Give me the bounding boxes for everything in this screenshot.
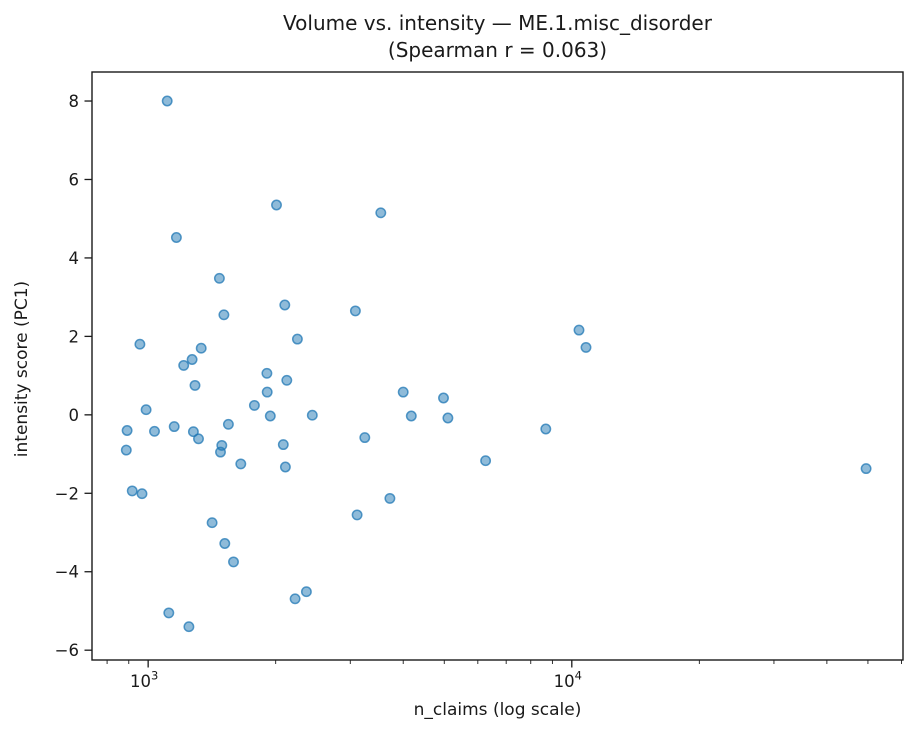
scatter-point bbox=[277, 439, 289, 451]
y-tick-label: −4 bbox=[55, 563, 79, 582]
x-tick-label: 104 bbox=[554, 669, 582, 692]
scatter-point bbox=[405, 410, 417, 422]
scatter-point bbox=[161, 95, 173, 107]
scatter-point bbox=[218, 309, 230, 321]
scatter-point bbox=[219, 538, 231, 549]
scatter-point bbox=[281, 374, 293, 386]
scatter-point bbox=[271, 199, 282, 211]
scatter-point bbox=[187, 426, 199, 438]
chart-subtitle: (Spearman r = 0.063) bbox=[387, 38, 608, 62]
x-tick-label: 103 bbox=[130, 669, 158, 692]
scatter-point bbox=[136, 488, 148, 500]
y-tick-label: 4 bbox=[69, 249, 80, 268]
scatter-point bbox=[178, 359, 190, 371]
scatter-point bbox=[279, 461, 291, 473]
scatter-point bbox=[140, 404, 152, 416]
scatter-point bbox=[359, 432, 371, 444]
scatter-point bbox=[349, 305, 361, 317]
scatter-point bbox=[264, 410, 276, 422]
scatter-point bbox=[261, 367, 273, 379]
scatter-point bbox=[183, 621, 195, 633]
scatter-point bbox=[163, 607, 175, 619]
scatter-point bbox=[168, 421, 180, 433]
scatter-point bbox=[186, 354, 198, 365]
scatter-point bbox=[213, 272, 225, 284]
y-tick-label: −2 bbox=[55, 484, 79, 503]
y-tick-label: 2 bbox=[69, 327, 80, 346]
scatter-point bbox=[149, 425, 160, 437]
scatter-point bbox=[289, 593, 301, 605]
scatter-point bbox=[121, 425, 133, 436]
chart-title-block: Volume vs. intensity — ME.1.misc_disorde… bbox=[92, 10, 903, 64]
scatter-point bbox=[170, 232, 182, 243]
scatter-point bbox=[134, 338, 146, 350]
scatter-point bbox=[193, 433, 204, 445]
scatter-point bbox=[291, 333, 303, 345]
scatter-point bbox=[580, 341, 592, 353]
scatter-point bbox=[195, 342, 207, 354]
scatter-point bbox=[126, 485, 138, 497]
scatter-point bbox=[235, 458, 247, 470]
scatter-point bbox=[228, 556, 239, 568]
y-tick-label: 0 bbox=[69, 406, 80, 425]
scatter-point bbox=[351, 509, 363, 521]
scatter-point bbox=[216, 439, 228, 451]
y-axis-label: intensity score (PC1) bbox=[12, 280, 32, 458]
scatter-point bbox=[222, 418, 234, 430]
scatter-point bbox=[300, 586, 312, 598]
scatter-point bbox=[540, 423, 552, 435]
y-tick-label: 8 bbox=[69, 92, 80, 111]
scatter-point bbox=[261, 386, 273, 398]
scatter-point bbox=[306, 409, 318, 421]
x-axis-label: n_claims (log scale) bbox=[413, 700, 582, 720]
scatter-point bbox=[248, 399, 260, 411]
scatter-point bbox=[206, 517, 218, 529]
scatter-point bbox=[120, 444, 132, 456]
scatter-point bbox=[442, 412, 454, 424]
scatter-point bbox=[279, 299, 291, 311]
scatter-point bbox=[860, 463, 872, 475]
scatter-point bbox=[189, 379, 201, 391]
y-tick-label: −6 bbox=[55, 641, 79, 660]
scatter-point bbox=[480, 455, 492, 467]
scatter-point bbox=[375, 207, 387, 219]
y-tick-label: 6 bbox=[69, 170, 80, 189]
axes-frame bbox=[91, 71, 904, 661]
scatter-point bbox=[384, 492, 396, 504]
scatter-point bbox=[573, 324, 585, 336]
scatter-point bbox=[397, 386, 409, 398]
scatter-point bbox=[438, 392, 449, 404]
chart-title: Volume vs. intensity — ME.1.misc_disorde… bbox=[283, 11, 712, 35]
